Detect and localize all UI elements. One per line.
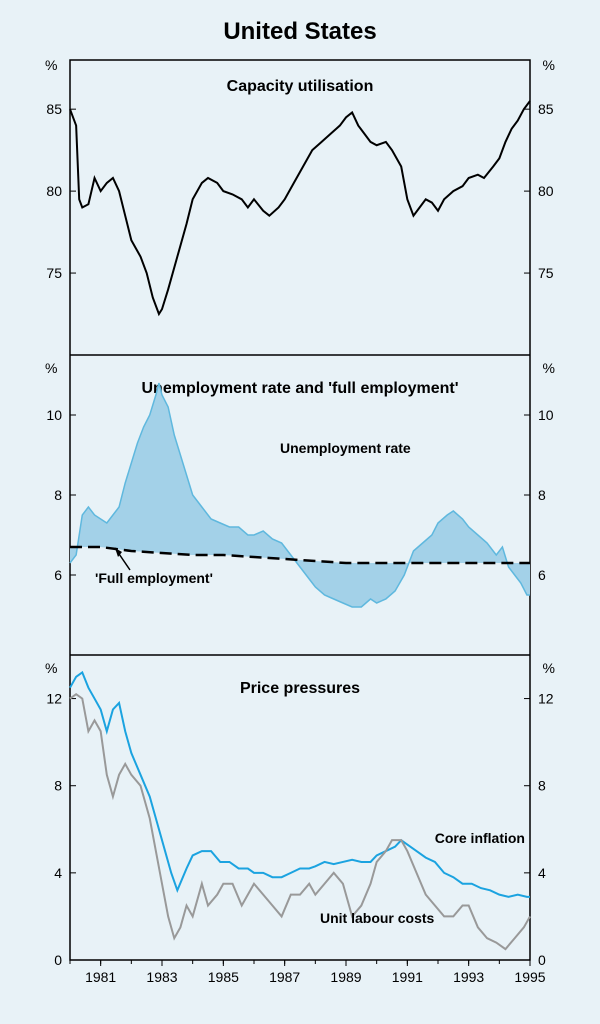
- svg-text:10: 10: [46, 407, 62, 423]
- svg-text:8: 8: [538, 487, 546, 503]
- svg-text:4: 4: [538, 865, 546, 881]
- svg-text:10: 10: [538, 407, 554, 423]
- svg-text:12: 12: [538, 691, 554, 707]
- label-core-inflation: Core inflation: [435, 830, 525, 846]
- svg-text:1993: 1993: [453, 969, 484, 985]
- svg-text:75: 75: [538, 265, 554, 281]
- svg-text:8: 8: [54, 778, 62, 794]
- svg-text:1985: 1985: [208, 969, 239, 985]
- svg-text:80: 80: [46, 183, 62, 199]
- svg-text:85: 85: [46, 101, 62, 117]
- svg-text:75: 75: [46, 265, 62, 281]
- svg-text:1989: 1989: [330, 969, 361, 985]
- chart-svg: 75 75 80 80 85 85 6 6 8 8 10 10 0 0 4 4 8 8 12 12 1981 1983 19…: [0, 0, 600, 1024]
- svg-text:8: 8: [538, 778, 546, 794]
- svg-text:1991: 1991: [392, 969, 423, 985]
- svg-text:8: 8: [54, 487, 62, 503]
- label-unit-labour: Unit labour costs: [320, 910, 434, 926]
- svg-text:1987: 1987: [269, 969, 300, 985]
- svg-text:1983: 1983: [146, 969, 177, 985]
- svg-text:0: 0: [54, 952, 62, 968]
- svg-text:12: 12: [46, 691, 62, 707]
- label-unemployment: Unemployment rate: [280, 440, 411, 456]
- svg-text:85: 85: [538, 101, 554, 117]
- svg-text:6: 6: [54, 567, 62, 583]
- svg-text:6: 6: [538, 567, 546, 583]
- label-full-employment: 'Full employment': [95, 570, 213, 586]
- svg-text:80: 80: [538, 183, 554, 199]
- svg-text:4: 4: [54, 865, 62, 881]
- svg-text:1995: 1995: [514, 969, 545, 985]
- chart-container: United States % % Capacity utilisation %…: [0, 0, 600, 1024]
- svg-text:0: 0: [538, 952, 546, 968]
- svg-text:1981: 1981: [85, 969, 116, 985]
